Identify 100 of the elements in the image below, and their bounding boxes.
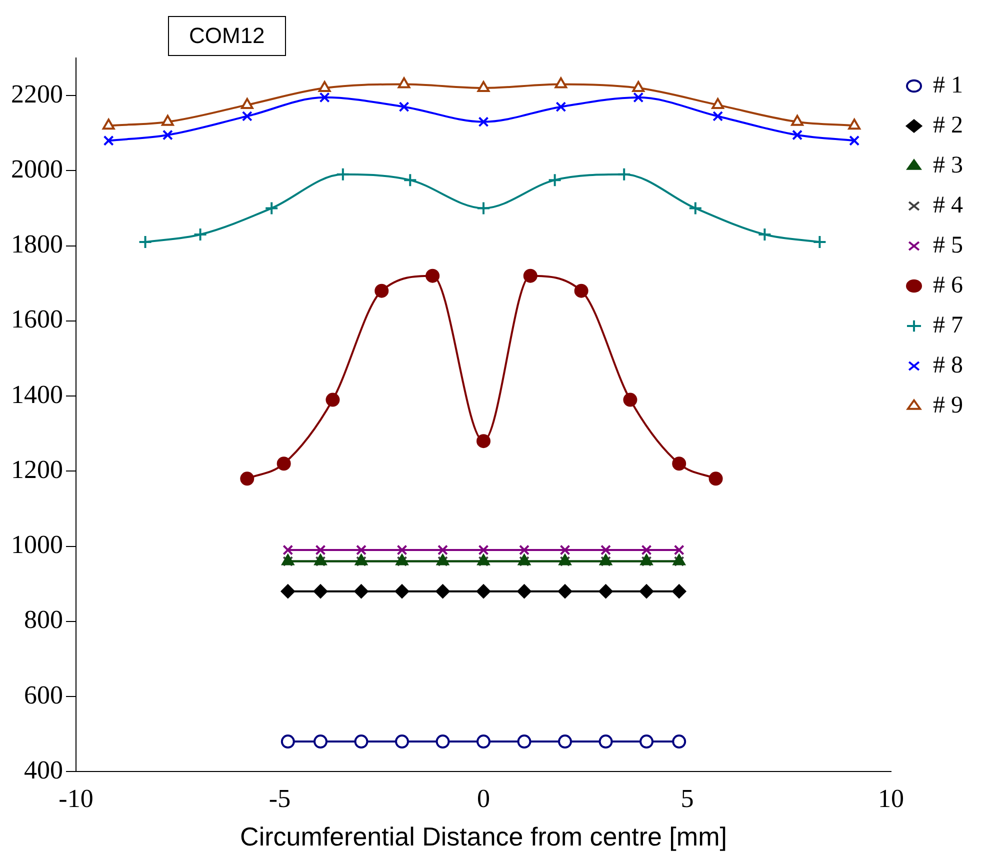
y-tick-label: 800 (24, 605, 63, 634)
point (641, 544, 652, 556)
point (280, 734, 295, 749)
point (242, 110, 252, 122)
point (403, 173, 418, 188)
legend-label: # 7 (933, 312, 963, 338)
point (476, 734, 490, 749)
chart-title: COM12 (168, 16, 286, 56)
legend-label: # 9 (933, 392, 963, 418)
x-tick-label: 10 (878, 784, 904, 814)
legend-label: # 2 (933, 112, 963, 138)
point (354, 734, 368, 749)
point (103, 135, 114, 146)
point (519, 544, 530, 556)
point (672, 734, 686, 749)
point (162, 130, 173, 140)
point (240, 98, 254, 109)
point (478, 544, 489, 556)
point (314, 584, 328, 598)
point (632, 81, 645, 92)
point (264, 201, 279, 216)
point (398, 102, 410, 112)
point (849, 135, 860, 146)
point (476, 201, 490, 216)
legend-label: # 1 (933, 72, 963, 98)
point (672, 584, 686, 598)
point (574, 284, 588, 298)
point (354, 584, 368, 598)
x-axis-title: Circumferential Distance from centre [mm] (240, 822, 727, 852)
point (517, 734, 532, 749)
point (314, 734, 328, 749)
point (758, 228, 772, 242)
point (161, 114, 174, 126)
point (276, 456, 291, 471)
point (319, 92, 330, 103)
y-tick-label: 1200 (11, 454, 63, 484)
point (633, 92, 644, 103)
point (554, 77, 568, 88)
point (240, 472, 254, 486)
point (812, 235, 827, 250)
point (708, 472, 723, 486)
point (476, 434, 490, 448)
point (395, 584, 409, 598)
point (600, 544, 611, 556)
point (318, 81, 331, 92)
point (712, 110, 724, 122)
point (395, 734, 409, 749)
y-tick-label: 1800 (11, 230, 63, 259)
point (396, 544, 408, 556)
point (556, 102, 566, 112)
point (138, 235, 152, 250)
point (280, 584, 295, 598)
legend-label: # 8 (933, 352, 963, 378)
y-tick-label: 400 (24, 755, 63, 784)
point (558, 734, 572, 749)
x-tick-label: 5 (680, 784, 694, 814)
y-tick-label: 600 (24, 680, 63, 710)
point (436, 584, 450, 598)
point (640, 734, 654, 749)
point (193, 228, 208, 242)
y-tick-label: 1000 (11, 530, 63, 560)
point (848, 118, 861, 130)
point (517, 584, 532, 598)
point (792, 130, 803, 140)
point (623, 392, 638, 407)
legend-label: # 5 (933, 232, 963, 258)
point (523, 268, 538, 283)
point (374, 284, 389, 298)
point (102, 118, 115, 130)
legend-label: # 6 (933, 272, 963, 298)
x-tick-label: -5 (268, 784, 291, 814)
x-tick-label: 0 (477, 784, 490, 814)
point (558, 584, 572, 598)
point (315, 544, 326, 556)
legend-label: # 4 (933, 192, 963, 218)
point (476, 584, 490, 598)
point (398, 77, 410, 88)
point (326, 392, 340, 407)
point (438, 544, 448, 556)
point (791, 114, 804, 126)
point (617, 167, 632, 182)
point (712, 98, 724, 109)
point (336, 167, 350, 182)
x-tick-label: -10 (58, 784, 94, 814)
point (598, 734, 613, 749)
point (688, 201, 702, 216)
point (560, 544, 570, 556)
point (282, 544, 294, 556)
point (356, 544, 366, 556)
point (548, 173, 562, 188)
point (598, 584, 613, 598)
point (478, 116, 489, 128)
point (477, 81, 490, 92)
point (640, 584, 654, 598)
legend-label: # 3 (933, 152, 963, 178)
point (674, 544, 684, 556)
y-tick-label: 2000 (11, 154, 63, 184)
point (426, 268, 440, 283)
point (672, 456, 686, 471)
point (436, 734, 450, 749)
